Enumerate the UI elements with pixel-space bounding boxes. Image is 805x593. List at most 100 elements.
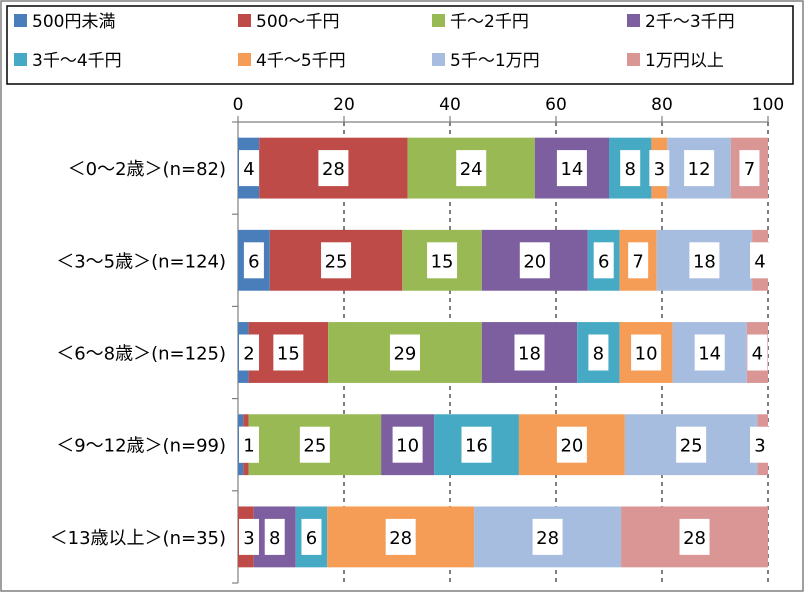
x-tick-label: 40 (439, 95, 461, 115)
data-label: 24 (460, 159, 483, 180)
data-label-box (747, 334, 768, 371)
data-label: 20 (523, 251, 546, 272)
legend-label: 500円未満 (32, 12, 115, 32)
data-label: 25 (680, 436, 703, 457)
data-label: 15 (431, 251, 454, 272)
data-label-box (239, 334, 259, 371)
data-label: 6 (598, 251, 609, 272)
data-label-box (385, 518, 416, 555)
data-label: 7 (632, 251, 643, 272)
data-label-box (321, 242, 352, 279)
legend-box (6, 5, 794, 85)
data-label: 4 (754, 251, 765, 272)
data-label-box (532, 518, 563, 555)
data-label: 25 (325, 251, 348, 272)
legend-label: 4千～5千円 (256, 51, 346, 71)
data-label-box (456, 150, 487, 187)
data-label-box (243, 242, 264, 279)
data-label: 2 (243, 344, 254, 365)
data-label-box (301, 518, 322, 555)
data-label: 28 (683, 528, 706, 549)
legend-label: 1万円以上 (645, 51, 724, 71)
category-label: ＜6～8歳＞(n=125) (56, 344, 226, 365)
data-label: 15 (277, 344, 300, 365)
data-label: 28 (389, 528, 412, 549)
data-label: 20 (560, 436, 583, 457)
x-tick-label: 0 (233, 95, 244, 115)
category-label: ＜3～5歳＞(n=124) (56, 251, 226, 272)
data-label-box (588, 334, 609, 371)
legend-label: 500～千円 (256, 12, 339, 32)
x-axis: 0 20 40 60 80 100 (232, 95, 784, 584)
data-label: 6 (306, 528, 317, 549)
legend-label: 千～2千円 (450, 12, 529, 32)
data-label-box (750, 426, 770, 463)
data-label-box (514, 334, 545, 371)
data-label-box (631, 334, 662, 371)
data-label-box (299, 426, 330, 463)
data-label: 8 (624, 159, 635, 180)
legend-swatch (627, 14, 640, 27)
data-label-box (239, 518, 259, 555)
data-label-box (519, 242, 550, 279)
data-label: 25 (303, 436, 326, 457)
legend-swatch (14, 14, 27, 27)
x-tick-label: 80 (651, 95, 673, 115)
legend-swatch (238, 53, 251, 66)
x-tick-label: 20 (333, 95, 355, 115)
data-label: 10 (396, 436, 419, 457)
data-label: 28 (536, 528, 559, 549)
data-label: 29 (393, 344, 416, 365)
data-label: 16 (465, 436, 488, 457)
data-label-box (684, 150, 715, 187)
data-label: 14 (698, 344, 721, 365)
data-label: 3 (243, 528, 254, 549)
legend-swatch (432, 53, 445, 66)
data-label: 3 (754, 436, 765, 457)
data-label-box (750, 242, 770, 279)
data-label-box (556, 150, 587, 187)
data-label: 3 (654, 159, 665, 180)
legend-label: 5千～1万円 (450, 51, 540, 71)
legend-swatch (238, 14, 251, 27)
data-label: 28 (322, 159, 345, 180)
data-label: 1 (243, 436, 254, 457)
category-label: ＜0～2歳＞(n=82) (68, 159, 226, 180)
data-label-box (427, 242, 458, 279)
data-label: 14 (560, 159, 583, 180)
data-label-box (389, 334, 420, 371)
data-label-box (739, 150, 760, 187)
data-label: 18 (693, 251, 716, 272)
category-label: ＜13歳以上＞(n=35) (50, 528, 226, 549)
legend-label: 3千～4千円 (32, 51, 122, 71)
data-label: 8 (593, 344, 604, 365)
data-label-box (318, 150, 349, 187)
data-label: 8 (269, 528, 280, 549)
data-label: 18 (518, 344, 541, 365)
category-label: ＜9～12歳＞(n=99) (56, 436, 226, 457)
data-label-box (620, 150, 641, 187)
data-label: 4 (752, 344, 763, 365)
data-label-box (593, 242, 614, 279)
bars: 4282414831276251520671842152918810144112… (238, 137, 770, 568)
data-label: 6 (248, 251, 259, 272)
data-label: 10 (635, 344, 658, 365)
legend-label: 2千～3千円 (645, 12, 735, 32)
data-label-box (273, 334, 304, 371)
data-label-box (679, 518, 710, 555)
data-label-box (694, 334, 725, 371)
data-label-box (461, 426, 492, 463)
data-label-box (649, 150, 670, 187)
data-label: 7 (744, 159, 755, 180)
legend-swatch (432, 14, 445, 27)
data-label-box (239, 426, 259, 463)
data-label: 12 (688, 159, 711, 180)
x-tick-label: 100 (752, 95, 784, 115)
data-label-box (392, 426, 423, 463)
gridlines (343, 122, 769, 583)
data-label: 4 (243, 159, 254, 180)
legend: 500円未満 500～千円 千～2千円 2千～3千円 3千～4千円 4千～5千円 5千～1万… (6, 5, 794, 85)
